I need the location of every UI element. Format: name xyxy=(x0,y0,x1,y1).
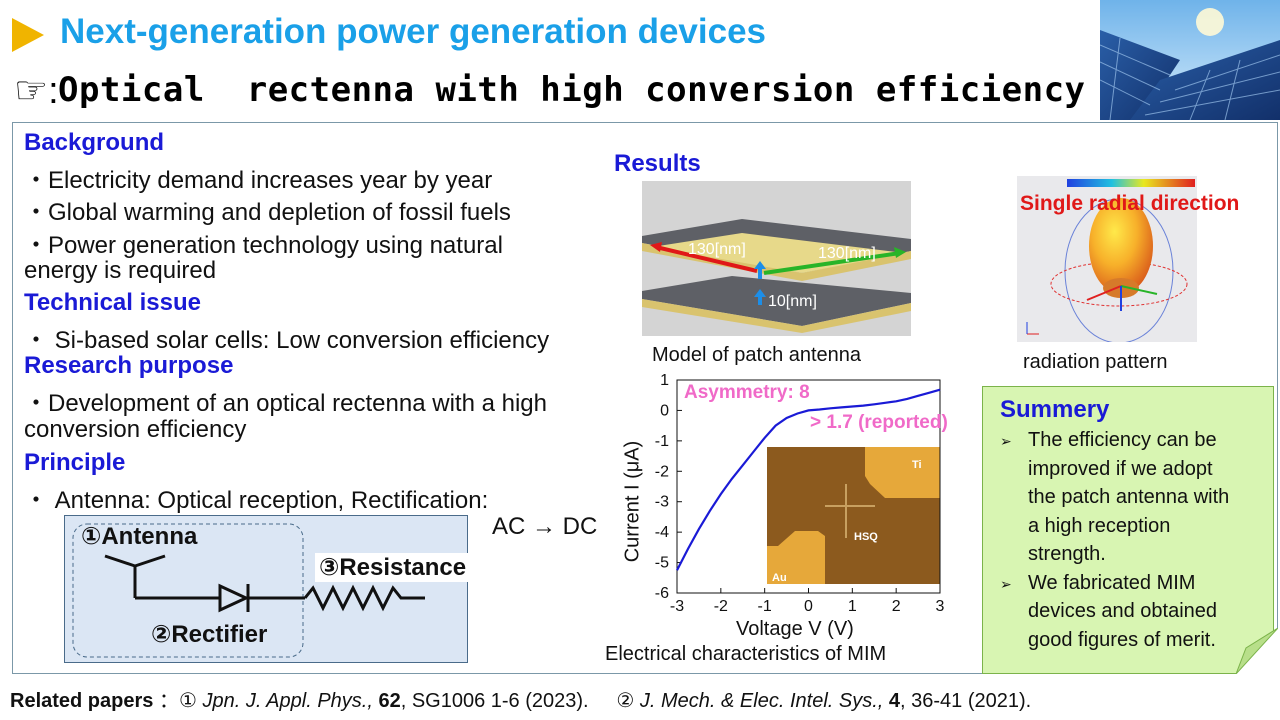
x-tick-label: -3 xyxy=(670,598,684,615)
y-tick-label: -6 xyxy=(655,585,669,602)
summary-item-1: ➢ The efficiency can be improved if we a… xyxy=(1000,429,1230,565)
background-heading: Background xyxy=(24,129,165,156)
ref1-journal: Jpn. J. Appl. Phys., xyxy=(202,690,373,712)
background-item-2: ・Global warming and depletion of fossil … xyxy=(24,199,511,226)
principle-heading: Principle xyxy=(24,449,126,476)
antenna-label: ①Antenna xyxy=(81,523,198,550)
rectifier-label: ②Rectifier xyxy=(151,621,268,648)
content-frame xyxy=(12,122,1278,674)
footer-label: Related papers xyxy=(10,690,154,712)
dim-thickness-label: 10[nm] xyxy=(768,293,817,310)
inset-label-au: Au xyxy=(772,572,787,584)
technical-heading: Technical issue xyxy=(24,289,201,316)
results-heading: Results xyxy=(614,150,701,177)
dim-left-label: 130[nm] xyxy=(688,241,746,258)
y-axis-label: Current I (μA) xyxy=(621,440,644,563)
ref2-journal: J. Mech. & Elec. Intel. Sys., xyxy=(639,690,884,712)
principle-item-1: ・ Antenna: Optical reception, Rectificat… xyxy=(24,487,489,514)
page-curl-icon xyxy=(1236,628,1278,674)
x-axis-label: Voltage V (V) xyxy=(736,618,854,640)
x-tick-label: 3 xyxy=(936,598,945,615)
related-papers-footer: Related papers ：① Jpn. J. Appl. Phys., 6… xyxy=(10,690,1032,712)
page-title: Next-generation power generation devices xyxy=(60,12,767,51)
iv-curve-line xyxy=(676,388,941,571)
summary-item-2: ➢ We fabricated MIM devices and obtained… xyxy=(1000,571,1218,651)
arrowhead-bullet-icon: ➢ xyxy=(1000,433,1012,449)
patch-antenna-model-image: 130[nm] 130[nm] 10[nm] xyxy=(642,181,911,336)
single-radial-direction-label: Single radial direction xyxy=(1020,192,1240,215)
y-tick-label: -5 xyxy=(655,555,669,572)
y-tick-label: -1 xyxy=(655,433,669,450)
y-tick-label: 1 xyxy=(660,372,669,389)
x-tick-label: 0 xyxy=(804,598,813,615)
arrowhead-bullet-icon: ➢ xyxy=(1000,575,1012,592)
summary-list: ➢ The efficiency can be improved if we a… xyxy=(998,426,1268,654)
header-arrow-icon xyxy=(12,18,44,52)
mim-caption: Electrical characteristics of MIM xyxy=(605,643,887,665)
page-subtitle: Optical rectenna with high conversion ef… xyxy=(58,70,1086,110)
inset-label-hsq: HSQ xyxy=(854,531,878,543)
summary-box xyxy=(982,386,1274,674)
solar-panel-photo xyxy=(1100,0,1280,120)
x-tick-label: 2 xyxy=(892,598,901,615)
background-item-1: ・Electricity demand increases year by ye… xyxy=(24,167,493,194)
patch-antenna-caption: Model of patch antenna xyxy=(652,344,862,366)
background-item-3: ・Power generation technology using natur… xyxy=(24,232,503,259)
x-tick-label: -1 xyxy=(758,598,772,615)
y-tick-label: -3 xyxy=(655,494,669,511)
summary-heading: Summery xyxy=(1000,396,1110,423)
iv-chart: Ti HSQ Au -3 -2 -1 0 1 2 3 1 0 -1 -2 -3 -4 -5 -6 Asymm… xyxy=(600,366,990,656)
inset-label-ti: Ti xyxy=(912,459,922,471)
resistance-label: ③Resistance xyxy=(315,553,471,582)
reported-annotation: > 1.7 (reported) xyxy=(810,412,948,433)
rectenna-circuit-diagram: ①Antenna ②Rectifier ③Resistance xyxy=(64,515,471,663)
radiation-pattern-caption: radiation pattern xyxy=(1023,351,1168,373)
y-tick-label: 0 xyxy=(660,402,669,419)
x-tick-label: 1 xyxy=(848,598,857,615)
purpose-item-1: ・Development of an optical rectenna with… xyxy=(24,390,547,417)
purpose-heading: Research purpose xyxy=(24,352,234,379)
x-tick-label: -2 xyxy=(714,598,728,615)
asymmetry-annotation: Asymmetry: 8 xyxy=(684,382,810,403)
background-item-3-cont: energy is required xyxy=(24,257,217,284)
technical-item-1: ・ Si-based solar cells: Low conversion e… xyxy=(24,327,550,354)
y-tick-label: -2 xyxy=(655,463,669,480)
mim-device-micrograph: Ti HSQ Au xyxy=(767,447,940,584)
radiation-pattern-image xyxy=(1017,176,1197,342)
y-tick-label: -4 xyxy=(655,524,669,541)
pointing-hand-icon: ☞: xyxy=(14,70,59,112)
purpose-item-1-cont: conversion efficiency xyxy=(24,416,247,443)
ac-dc-label: AC → DC xyxy=(492,513,598,540)
dim-right-label: 130[nm] xyxy=(818,245,876,262)
iv-chart-svg: Ti HSQ Au -3 -2 -1 0 1 2 3 1 0 -1 -2 -3 -4 -5 -6 xyxy=(655,372,945,615)
